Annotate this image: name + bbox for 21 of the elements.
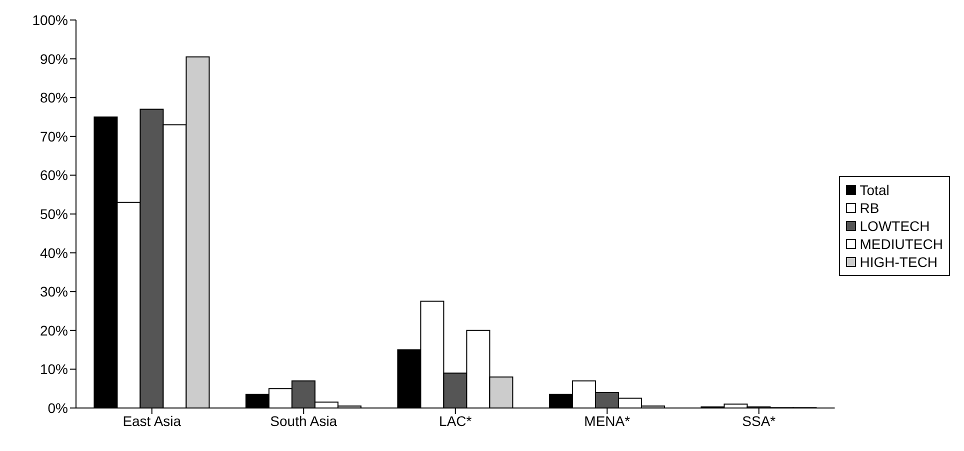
legend-label: RB xyxy=(860,198,880,216)
y-tick-label: 50% xyxy=(40,206,68,222)
x-tick-label: SSA* xyxy=(742,412,776,429)
x-tick-label: South Asia xyxy=(270,412,338,429)
y-tick-label: 100% xyxy=(32,12,68,28)
x-tick-label: East Asia xyxy=(122,412,182,429)
x-tick-label: MENA* xyxy=(584,412,631,429)
legend-label: Total xyxy=(860,180,890,198)
legend-label: HIGH-TECH xyxy=(860,252,938,270)
x-tick-label: LAC* xyxy=(439,412,472,429)
y-tick-label: 60% xyxy=(40,167,68,184)
y-tick-label: 40% xyxy=(40,244,68,261)
legend-label: MEDIUTECH xyxy=(860,234,943,252)
y-tick-label: 10% xyxy=(40,361,68,378)
legend-label: LOWTECH xyxy=(860,216,930,234)
y-tick-label: 30% xyxy=(40,284,68,300)
y-tick-label: 70% xyxy=(40,128,68,144)
y-tick-label: 80% xyxy=(40,90,68,106)
y-tick-label: 20% xyxy=(40,322,68,338)
y-tick-label: 0% xyxy=(48,400,68,416)
y-tick-label: 90% xyxy=(40,50,68,67)
